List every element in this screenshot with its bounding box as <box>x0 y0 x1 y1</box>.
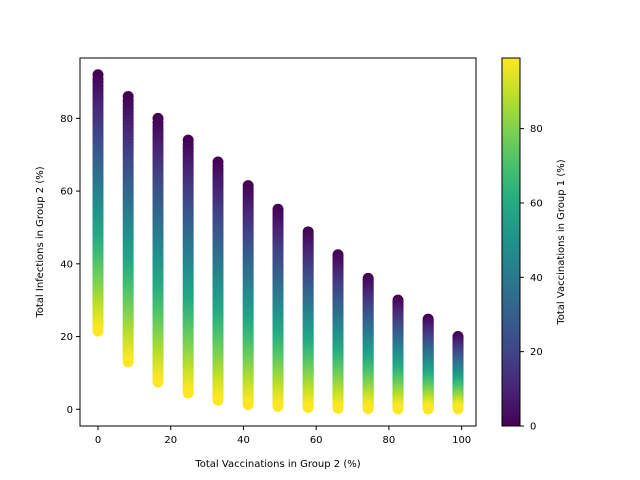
colorbar-label: Total Vaccinations in Group 1 (%) <box>556 159 567 325</box>
colorbar-tick-label: 20 <box>530 347 543 358</box>
scatter-point <box>332 402 344 414</box>
colorbar-ticks: 0 20 40 60 80 <box>520 124 543 433</box>
scatter-point <box>242 399 254 411</box>
x-tick-label: 0 <box>95 435 101 446</box>
y-tick-label: 80 <box>60 114 73 125</box>
scatter-point <box>182 387 194 399</box>
scatter-point <box>452 403 464 415</box>
colorbar-tick-label: 80 <box>530 124 543 135</box>
y-tick-label: 20 <box>60 332 73 343</box>
y-axis-ticks: 0 20 40 60 80 <box>60 114 80 416</box>
x-tick-label: 40 <box>237 435 250 446</box>
scatter-point <box>392 403 404 415</box>
y-tick-label: 60 <box>60 187 73 198</box>
scatter-point <box>212 394 224 406</box>
colorbar-gradient <box>501 57 521 427</box>
scatter-point <box>362 403 374 415</box>
y-tick-label: 40 <box>60 259 73 270</box>
y-axis-label: Total Infections in Group 2 (%) <box>35 166 46 318</box>
scatter-point <box>122 356 134 368</box>
scatter-point <box>272 400 284 412</box>
colorbar-tick-label: 40 <box>530 273 543 284</box>
x-axis-label: Total Vaccinations in Group 2 (%) <box>194 459 360 470</box>
y-tick-label: 0 <box>67 405 73 416</box>
x-tick-label: 100 <box>452 435 471 446</box>
colorbar-tick-label: 0 <box>530 422 536 433</box>
axes-frame <box>79 57 477 427</box>
x-tick-label: 20 <box>164 435 177 446</box>
scatter-point <box>152 376 164 388</box>
scatter-point <box>422 403 434 415</box>
x-axis-ticks: 0 20 40 60 80 100 <box>95 426 471 446</box>
x-tick-label: 80 <box>383 435 396 446</box>
scatter-point <box>92 325 104 337</box>
x-tick-label: 60 <box>310 435 323 446</box>
scatter-points <box>92 69 464 415</box>
plot-area: 0 20 40 60 80 100 0 20 40 60 80 Total Vaccination… <box>35 57 477 470</box>
colorbar-tick-label: 60 <box>530 198 543 209</box>
scatter-point <box>302 401 314 413</box>
colorbar: 0 20 40 60 80 Total Vaccinations in Group 1 … <box>501 57 567 433</box>
